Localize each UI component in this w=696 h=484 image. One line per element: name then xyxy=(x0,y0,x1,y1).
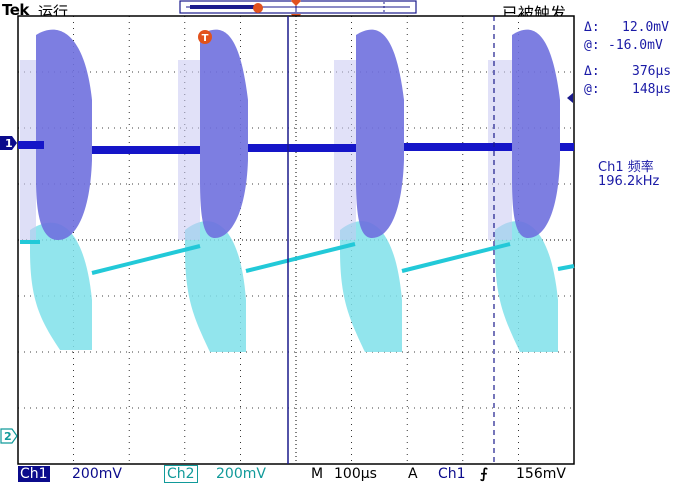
time-delta-readout: Δ: 376μs xyxy=(584,64,672,79)
ch1-ground-marker[interactable]: 1 xyxy=(0,136,17,150)
ch2-scale: 200mV xyxy=(216,466,266,482)
ch2-ground-marker[interactable]: 2 xyxy=(0,428,18,444)
time-at-readout: @: 148μs xyxy=(584,82,672,97)
ch1-label[interactable]: Ch1 xyxy=(18,466,50,482)
trigger-slope-icon: ⨍ xyxy=(480,466,488,482)
amplitude-at-value: -16.0mV xyxy=(608,38,663,53)
ch1-waveform xyxy=(18,29,574,241)
svg-text:2: 2 xyxy=(4,430,12,443)
ch2-waveform xyxy=(20,221,575,352)
time-delta-value: 376μs xyxy=(632,64,672,79)
measurement-value: 196.2kHz xyxy=(598,174,660,189)
timebase-label: M xyxy=(311,466,324,482)
amplitude-delta-readout: Δ: 12.0mV xyxy=(584,20,669,35)
ch1-scale: 200mV xyxy=(72,466,122,482)
trigger-position-marker: T xyxy=(198,30,212,44)
brand-logo: Tek xyxy=(2,1,29,19)
trigger-mode-label: A xyxy=(408,466,418,482)
time-at-value: 148μs xyxy=(632,82,672,97)
amplitude-at-readout: @: -16.0mV xyxy=(584,38,663,53)
amplitude-delta-value: 12.0mV xyxy=(622,20,669,35)
svg-text:T: T xyxy=(202,33,209,44)
svg-text:1: 1 xyxy=(5,137,13,150)
graticule-center-axes xyxy=(18,16,574,464)
trigger-level-marker xyxy=(567,93,573,103)
timebase-value[interactable]: 100μs xyxy=(334,466,377,482)
trigger-level[interactable]: 156mV xyxy=(516,466,566,482)
trigger-source[interactable]: Ch1 xyxy=(438,466,466,482)
measurement-label: Ch1 频率 xyxy=(598,160,654,175)
ch2-label[interactable]: Ch2 xyxy=(164,465,198,483)
bottom-status-bar: Ch1 200mV Ch2 200mV M 100μs A Ch1 ⨍ 156m… xyxy=(0,464,696,484)
